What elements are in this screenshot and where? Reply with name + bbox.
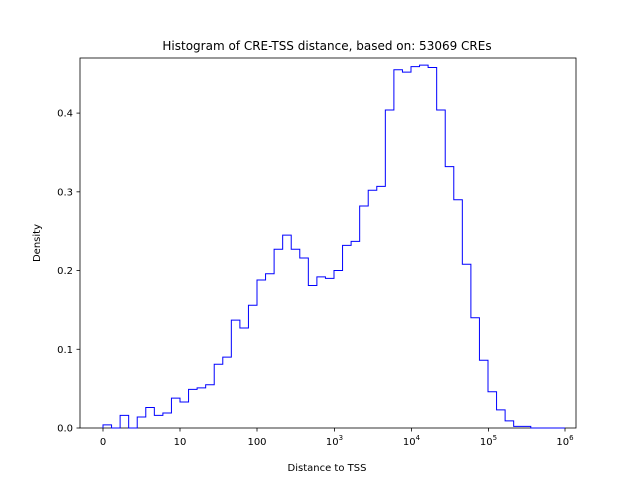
histogram-bin <box>462 264 471 428</box>
histogram-bin <box>411 67 420 428</box>
histogram-bin <box>360 206 369 428</box>
histogram-bin <box>325 278 334 428</box>
histogram-bin <box>171 398 180 428</box>
histogram-bin <box>437 110 446 428</box>
plot-area <box>79 57 577 429</box>
histogram-bins <box>103 65 531 428</box>
x-axis-label: Distance to TSS <box>288 463 367 474</box>
histogram-bin <box>454 200 463 428</box>
histogram-outline <box>102 64 565 429</box>
x-tick-label: 106 <box>556 434 574 448</box>
histogram-bin <box>206 385 215 428</box>
histogram-bin <box>274 249 283 428</box>
histogram-bin <box>428 67 437 428</box>
y-tick-label: 0.3 <box>57 187 73 198</box>
y-tick-label: 0.4 <box>57 109 73 120</box>
histogram-bin <box>214 364 223 428</box>
x-tick-label: 103 <box>326 434 343 448</box>
histogram-bin <box>488 392 497 428</box>
histogram-bin <box>248 305 257 428</box>
histogram-bin <box>146 408 155 428</box>
histogram-bin <box>223 357 232 428</box>
x-tick-label: 100 <box>247 437 266 448</box>
histogram-bin <box>394 70 403 428</box>
y-tick-label: 0.1 <box>57 345 73 356</box>
histogram-bin <box>163 413 172 428</box>
histogram-bin <box>240 328 249 428</box>
histogram-bin <box>257 280 266 428</box>
histogram-bin <box>471 318 480 428</box>
histogram-bin <box>137 417 146 428</box>
y-axis-label: Density <box>32 224 43 262</box>
histogram-bin <box>420 65 429 428</box>
histogram-bin <box>479 360 488 428</box>
histogram-bin <box>266 274 275 428</box>
y-tick-label: 0.2 <box>57 266 73 277</box>
histogram-bin <box>180 402 189 428</box>
histogram-bin <box>343 245 352 428</box>
histogram-bin <box>402 72 411 428</box>
histogram-bin <box>317 277 326 428</box>
histogram-bin <box>497 410 506 428</box>
histogram-bin <box>505 421 514 428</box>
histogram-bin <box>283 235 292 428</box>
histogram-bin <box>189 389 198 428</box>
x-tick-label: 104 <box>403 434 421 448</box>
histogram-bin <box>103 425 112 428</box>
histogram-bin <box>120 415 129 428</box>
histogram-bin <box>445 167 454 428</box>
histogram-bin <box>377 186 386 428</box>
x-tick-label: 10 <box>174 437 187 448</box>
histogram-bin <box>368 190 377 428</box>
histogram-bin <box>351 241 360 428</box>
y-tick-label: 0.0 <box>57 424 73 435</box>
histogram-bin <box>334 271 343 428</box>
x-tick-label: 105 <box>480 434 497 448</box>
x-axis: 0 10 100 103 104 105 106 <box>100 428 574 448</box>
histogram-bin <box>197 388 206 428</box>
x-tick-label: 0 <box>100 437 106 448</box>
histogram-bin <box>291 249 300 428</box>
histogram-bin <box>154 415 163 428</box>
chart-title: Histogram of CRE-TSS distance, based on:… <box>162 39 491 53</box>
histogram-bin <box>308 286 317 428</box>
histogram-bin <box>514 426 523 428</box>
histogram-bin <box>522 426 531 428</box>
histogram-bin <box>300 258 309 428</box>
histogram-bin <box>231 320 240 428</box>
histogram-bin <box>385 110 394 428</box>
y-axis: 0.0 0.1 0.2 0.3 0.4 <box>57 109 80 435</box>
